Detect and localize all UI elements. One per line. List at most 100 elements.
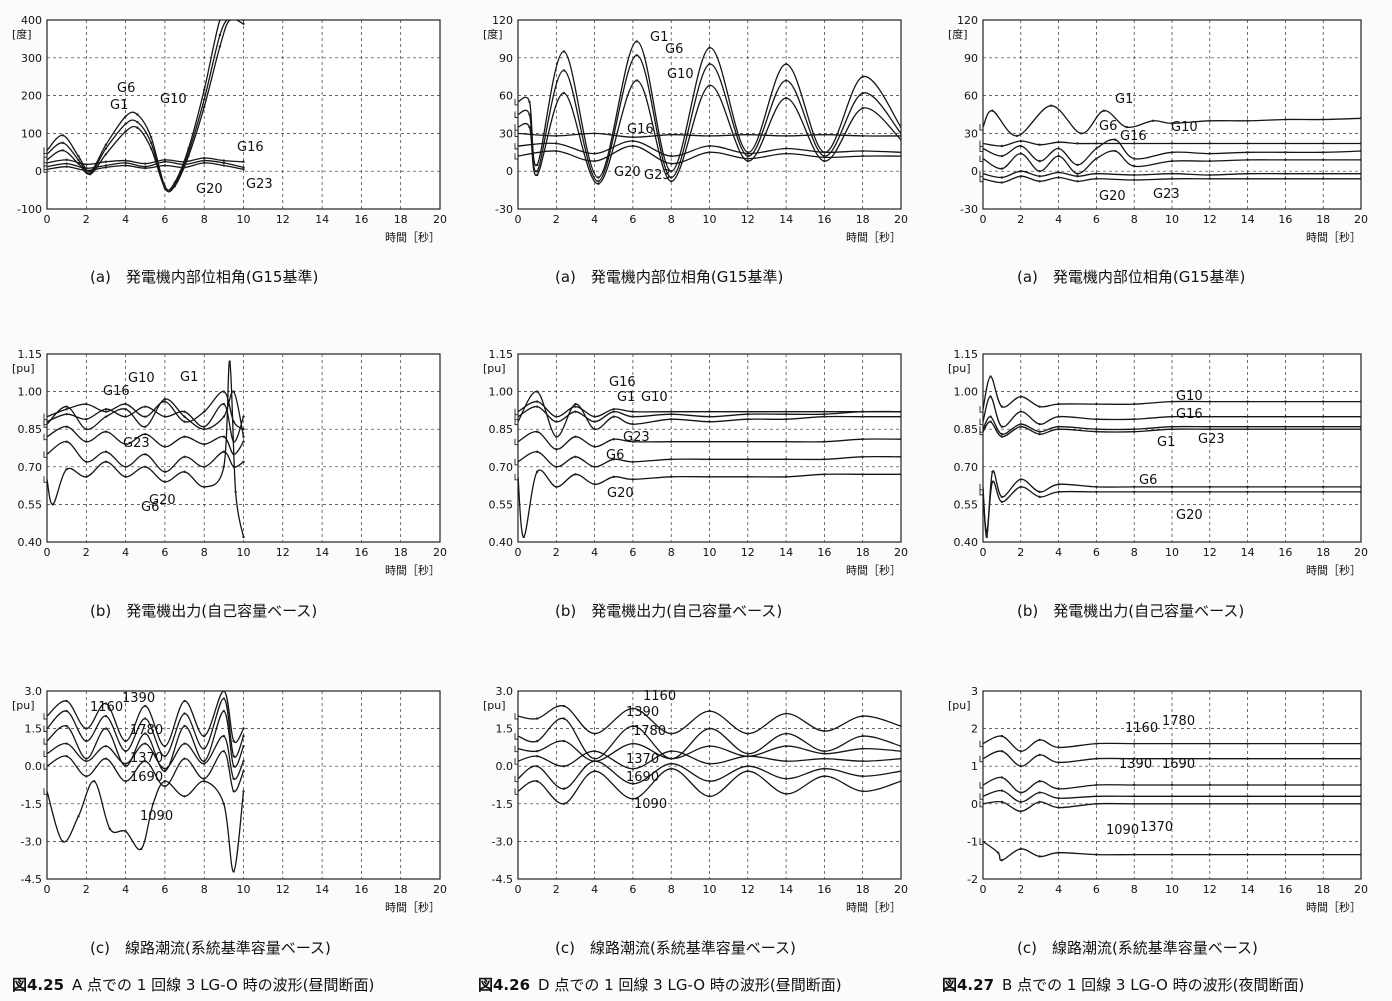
series-label: G1 [1157, 435, 1175, 450]
data-point [1170, 177, 1174, 180]
data-point [746, 440, 749, 443]
x-tick-label: 20 [433, 546, 447, 559]
x-tick-label: 0 [515, 546, 522, 559]
data-point [1019, 810, 1022, 813]
series-label: G10 [1171, 120, 1198, 135]
data-point [203, 410, 206, 413]
data-point [1038, 405, 1041, 408]
data-point [242, 415, 245, 418]
data-point [535, 739, 539, 743]
x-tick-label: 16 [817, 213, 831, 226]
data-point [163, 187, 167, 190]
x-tick-label: 10 [703, 883, 717, 896]
data-point [203, 428, 206, 431]
x-tick-label: 6 [1093, 546, 1100, 559]
y-tick-label: 0.55 [489, 498, 514, 511]
data-point [708, 62, 711, 66]
data-point [1095, 172, 1098, 175]
panel-caption: (b) 発電機出力(自己容量ベース) [1017, 602, 1244, 620]
data-point [670, 749, 673, 753]
data-point [1057, 402, 1060, 406]
data-point [149, 147, 153, 150]
data-point [1322, 490, 1325, 494]
y-tick-label: 30 [964, 127, 978, 140]
data-point [1359, 428, 1361, 431]
plot-area [46, 690, 441, 880]
data-point [823, 159, 826, 163]
data-point [124, 122, 127, 126]
data-point [823, 729, 826, 733]
data-point [535, 430, 539, 433]
series-line-g10 [518, 390, 901, 438]
x-tick-label: 18 [394, 883, 408, 896]
series-label: G20 [149, 493, 176, 508]
data-point [1284, 783, 1287, 787]
data-point [124, 159, 127, 162]
data-point [124, 407, 127, 411]
data-point [218, 45, 222, 48]
series-label: G1 [1115, 92, 1133, 107]
plot-area [517, 690, 902, 880]
data-point [1359, 757, 1361, 760]
data-point [612, 458, 615, 461]
initial-value-mark [514, 98, 518, 106]
data-point [144, 742, 147, 745]
data-point [555, 149, 558, 153]
data-point [670, 170, 673, 173]
figure-caption: 図4.27 B 点での 1 回線 3 LG-O 時の波形(夜間断面) [942, 976, 1304, 994]
data-point [631, 135, 635, 139]
data-point [670, 458, 673, 461]
data-point [218, 20, 222, 22]
data-point [1095, 417, 1098, 421]
data-point [1284, 742, 1287, 745]
initial-value-mark [979, 800, 983, 808]
initial-value-mark [979, 418, 983, 426]
data-point [1170, 172, 1174, 175]
data-point [151, 802, 155, 805]
data-point [183, 724, 186, 728]
x-tick-label: 6 [161, 883, 168, 896]
data-point [746, 458, 749, 461]
data-point [746, 475, 749, 479]
figure-number: 図4.27 [942, 976, 994, 994]
data-point [124, 130, 127, 133]
data-point [163, 480, 167, 484]
data-point [1322, 428, 1325, 431]
series-line-g23 [983, 421, 1361, 438]
data-point [708, 440, 711, 443]
data-point [631, 422, 635, 426]
y-tick-label: 0.40 [489, 536, 514, 549]
initial-value-mark [514, 418, 518, 426]
data-point [899, 132, 901, 135]
series-line-1690 [47, 750, 245, 793]
data-point [670, 176, 673, 179]
data-point [85, 759, 88, 763]
data-point [163, 415, 167, 418]
data-point [1038, 780, 1041, 783]
x-tick-label: 0 [515, 213, 522, 226]
data-point [1359, 853, 1361, 856]
data-point [1246, 428, 1249, 431]
data-point [612, 475, 615, 479]
data-point [140, 847, 143, 851]
x-axis-label: 時間［秒］ [1306, 900, 1361, 914]
data-point [784, 147, 788, 150]
data-point [1208, 159, 1212, 163]
data-point [708, 458, 711, 461]
data-point [784, 712, 788, 715]
data-point [242, 734, 245, 738]
data-point [1133, 795, 1136, 798]
data-point [1208, 757, 1212, 760]
data-point [1000, 800, 1004, 804]
y-tick-label: 400 [21, 14, 42, 27]
data-point [1114, 149, 1117, 153]
series-label: 1780 [633, 724, 666, 739]
data-point [899, 770, 901, 773]
data-point [593, 759, 596, 763]
x-tick-label: 4 [591, 883, 598, 896]
data-point [163, 160, 167, 163]
data-point [104, 164, 108, 167]
series-label: G6 [665, 42, 683, 57]
data-point [784, 475, 788, 479]
y-tick-label: 0.40 [954, 536, 979, 549]
